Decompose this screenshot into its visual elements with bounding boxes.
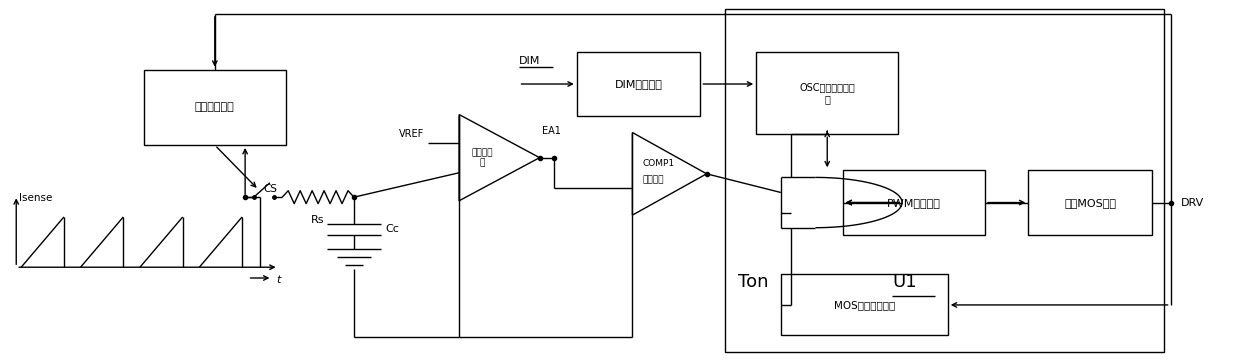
Text: DIM: DIM <box>518 56 539 66</box>
Text: OSC压控震荡发生
器: OSC压控震荡发生 器 <box>800 82 856 104</box>
Text: DIM调光控制: DIM调光控制 <box>615 79 662 89</box>
Bar <box>781 274 947 336</box>
Bar <box>1028 170 1152 235</box>
Text: MOS开启时间限制: MOS开启时间限制 <box>833 300 895 310</box>
Text: 功率MOS驱动: 功率MOS驱动 <box>1064 198 1116 207</box>
Bar <box>725 9 1164 352</box>
Text: 电流采样电路: 电流采样电路 <box>195 102 234 112</box>
Text: 电流检测: 电流检测 <box>642 176 663 185</box>
Text: PWM恒流控制: PWM恒流控制 <box>887 198 941 207</box>
Text: VREF: VREF <box>399 129 424 139</box>
Text: Isense: Isense <box>19 193 52 203</box>
Bar <box>144 70 286 145</box>
Text: U1: U1 <box>893 273 916 291</box>
Text: DRV: DRV <box>1180 198 1204 207</box>
Text: Cc: Cc <box>384 224 399 235</box>
Text: t: t <box>277 275 280 285</box>
Text: COMP1: COMP1 <box>642 159 675 168</box>
Text: Rs: Rs <box>311 215 325 225</box>
Text: Ton: Ton <box>738 273 768 291</box>
Text: EA1: EA1 <box>542 126 560 136</box>
Bar <box>843 170 985 235</box>
Text: 误差放大
器: 误差放大 器 <box>471 148 494 167</box>
Bar <box>577 52 701 116</box>
Text: CS: CS <box>264 184 278 194</box>
Bar <box>756 52 898 134</box>
